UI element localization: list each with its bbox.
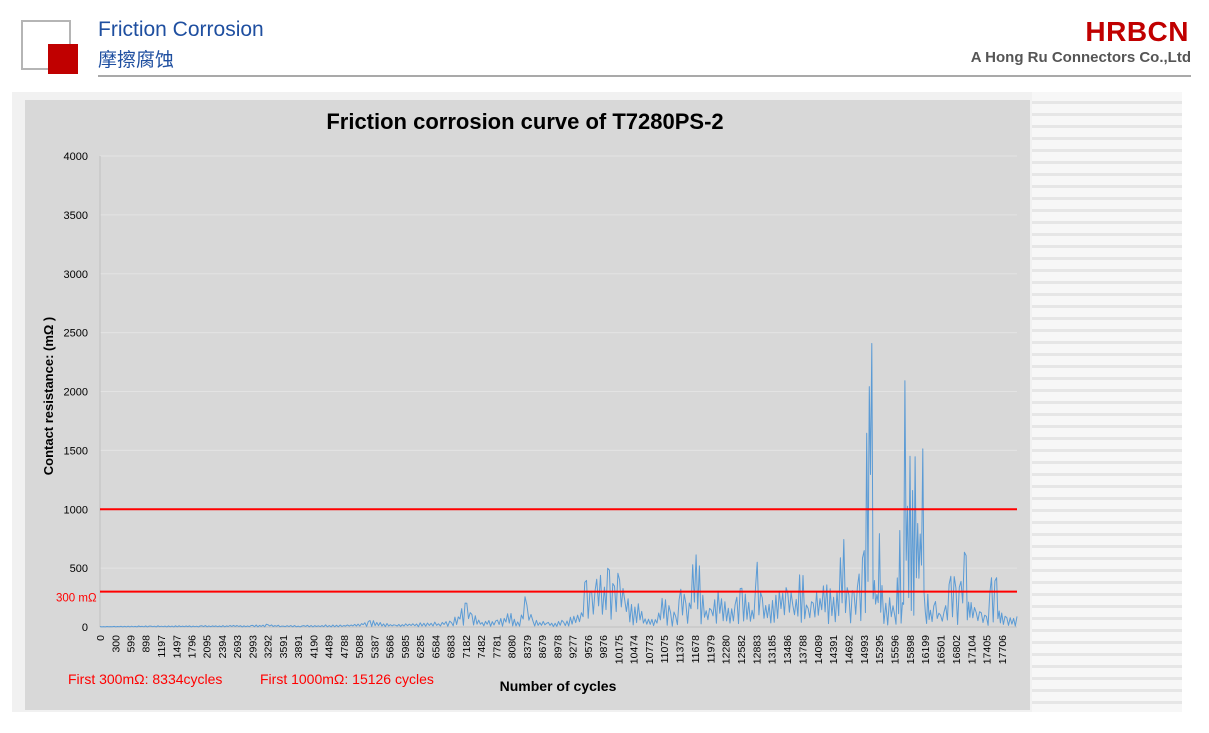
y-tick-label: 2500: [64, 328, 88, 340]
x-tick-label: 16199: [920, 635, 932, 664]
x-tick-label: 3891: [293, 635, 305, 659]
x-tick-label: 5686: [385, 635, 397, 659]
logo-square-fill: [48, 44, 78, 74]
x-axis-label: Number of cycles: [500, 678, 617, 694]
x-tick-label: 17104: [966, 635, 978, 664]
y-tick-label: 2000: [64, 387, 88, 399]
y-tick-label: 4000: [64, 151, 88, 163]
y-tick-label: 0: [82, 622, 88, 634]
x-tick-label: 2993: [247, 635, 259, 659]
threshold-label-300: 300 mΩ: [56, 593, 97, 605]
x-tick-label: 11376: [675, 635, 687, 664]
x-tick-label: 3292: [263, 635, 275, 659]
y-tick-label: 3500: [64, 210, 88, 222]
x-tick-label: 10773: [644, 635, 656, 664]
x-tick-label: 5387: [369, 635, 381, 659]
x-tick-label: 2693: [232, 635, 244, 659]
x-tick-label: 11678: [690, 635, 702, 664]
x-tick-label: 7482: [476, 635, 488, 659]
page-subtitle: 摩擦腐蚀: [98, 49, 175, 71]
x-tick-label: 599: [126, 635, 138, 653]
annotation-first-300: First 300mΩ: 8334cycles: [68, 671, 222, 687]
x-tick-label: 4190: [308, 635, 320, 659]
annotation-first-1000: First 1000mΩ: 15126 cycles: [260, 671, 434, 687]
x-tick-label: 9876: [598, 635, 610, 659]
x-tick-label: 14089: [813, 635, 825, 664]
x-tick-label: 1197: [156, 635, 168, 658]
x-tick-label: 4788: [339, 635, 351, 659]
x-tick-label: 9277: [568, 635, 580, 659]
x-tick-label: 14391: [828, 635, 840, 664]
x-tick-label: 15295: [874, 635, 886, 664]
x-tick-label: 5985: [400, 635, 412, 659]
x-tick-label: 17405: [982, 635, 994, 664]
x-tick-label: 11979: [705, 635, 717, 664]
x-tick-label: 15596: [890, 635, 902, 664]
y-tick-label: 1000: [64, 504, 88, 516]
x-tick-label: 8679: [537, 635, 549, 659]
x-tick-label: 10175: [613, 635, 625, 664]
x-tick-label: 0: [95, 635, 107, 641]
x-tick-label: 16802: [951, 635, 963, 664]
x-tick-label: 6584: [430, 635, 442, 659]
brand-logo-text: HRBCN: [1085, 16, 1189, 47]
x-tick-label: 12582: [736, 635, 748, 664]
y-axis-label: Contact resistance: (mΩ ): [41, 317, 56, 476]
x-tick-label: 15898: [905, 635, 917, 664]
x-tick-label: 13788: [797, 635, 809, 664]
series-contact-resistance: [99, 343, 1018, 628]
x-tick-label: 7781: [491, 635, 503, 659]
x-tick-label: 300: [110, 635, 122, 653]
x-tick-label: 13185: [767, 635, 779, 664]
decorative-stripes: [1032, 92, 1182, 712]
header-divider: [98, 75, 1191, 77]
y-tick-label: 3000: [64, 269, 88, 281]
x-tick-label: 14692: [843, 635, 855, 664]
x-tick-label: 10474: [629, 635, 641, 664]
x-tick-label: 1497: [171, 635, 183, 659]
x-tick-label: 16501: [936, 635, 948, 664]
x-tick-label: 8379: [522, 635, 534, 659]
x-tick-label: 9576: [583, 635, 595, 659]
x-tick-label: 3591: [278, 635, 290, 659]
x-tick-label: 12883: [751, 635, 763, 664]
x-tick-label: 8978: [552, 635, 564, 659]
brand-company-name: A Hong Ru Connectors Co.,Ltd: [970, 49, 1191, 66]
x-tick-label: 6883: [446, 635, 458, 659]
x-tick-label: 14993: [859, 635, 871, 664]
y-tick-label: 500: [70, 563, 88, 575]
x-tick-label: 2095: [202, 635, 214, 659]
friction-corrosion-chart: Friction corrosion curve of T7280PS-2 Co…: [41, 109, 1018, 694]
x-tick-label: 7182: [461, 635, 473, 659]
x-tick-label: 1796: [186, 635, 198, 659]
x-tick-label: 2394: [217, 635, 229, 659]
page-title: Friction Corrosion: [98, 18, 264, 41]
x-tick-label: 11075: [659, 635, 671, 664]
y-tick-label: 1500: [64, 445, 88, 457]
x-tick-label: 17706: [997, 635, 1009, 664]
x-tick-label: 12280: [721, 635, 733, 664]
chart-container: Friction corrosion curve of T7280PS-2 Co…: [25, 100, 1030, 710]
chart-title: Friction corrosion curve of T7280PS-2: [326, 109, 723, 134]
x-tick-label: 5088: [354, 635, 366, 659]
x-tick-label: 6285: [415, 635, 427, 659]
x-tick-label: 13486: [782, 635, 794, 664]
x-tick-label: 4489: [324, 635, 336, 659]
x-tick-label: 898: [141, 635, 153, 653]
x-tick-label: 8080: [507, 635, 519, 659]
